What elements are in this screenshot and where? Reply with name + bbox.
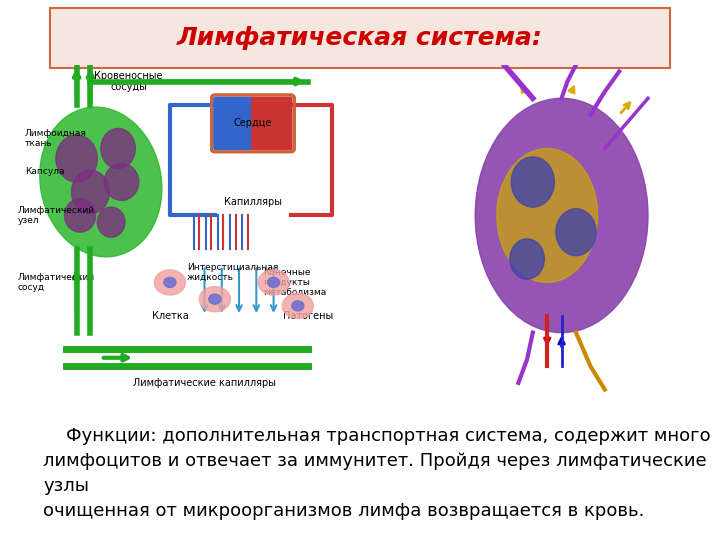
Text: Лимфоидная
ткань: Лимфоидная ткань: [24, 129, 86, 148]
Ellipse shape: [556, 209, 596, 255]
Ellipse shape: [511, 157, 554, 207]
Text: Лимфатическая система:: Лимфатическая система:: [177, 26, 543, 50]
Text: Патогены: Патогены: [283, 311, 333, 321]
Ellipse shape: [65, 199, 96, 232]
FancyBboxPatch shape: [212, 95, 294, 152]
Ellipse shape: [475, 98, 648, 333]
Ellipse shape: [101, 129, 135, 168]
Text: Конечные
продукты
метаболизма: Конечные продукты метаболизма: [264, 267, 326, 298]
FancyBboxPatch shape: [213, 97, 255, 150]
Text: Лимфатические капилляры: Лимфатические капилляры: [133, 378, 276, 388]
Ellipse shape: [40, 107, 162, 257]
Text: Лимфатический
сосуд: Лимфатический сосуд: [18, 273, 95, 292]
Ellipse shape: [282, 293, 313, 319]
Ellipse shape: [164, 278, 176, 287]
FancyBboxPatch shape: [251, 97, 292, 150]
Text: Капилляры: Капилляры: [224, 197, 282, 207]
Ellipse shape: [497, 148, 598, 282]
Text: Лимфатический
узел: Лимфатический узел: [18, 206, 95, 225]
Text: Функции: дополнительная транспортная система, содержит много
лимфоцитов и отвеча: Функции: дополнительная транспортная сис…: [43, 427, 711, 519]
FancyBboxPatch shape: [50, 8, 670, 68]
Ellipse shape: [71, 170, 109, 214]
Text: Клетка: Клетка: [151, 311, 189, 321]
Text: Кровеносные
сосуды: Кровеносные сосуды: [94, 71, 163, 92]
Ellipse shape: [268, 278, 279, 287]
Text: Интерстициальная
жидкость: Интерстициальная жидкость: [187, 262, 279, 282]
Ellipse shape: [104, 164, 139, 200]
Ellipse shape: [209, 294, 221, 304]
Ellipse shape: [199, 287, 230, 312]
Ellipse shape: [97, 207, 125, 237]
Text: Сердце: Сердце: [233, 118, 272, 129]
Ellipse shape: [258, 270, 289, 295]
Ellipse shape: [56, 135, 97, 182]
Ellipse shape: [154, 270, 186, 295]
Ellipse shape: [292, 301, 304, 311]
Text: Капсула: Капсула: [24, 167, 64, 177]
Ellipse shape: [510, 239, 544, 279]
